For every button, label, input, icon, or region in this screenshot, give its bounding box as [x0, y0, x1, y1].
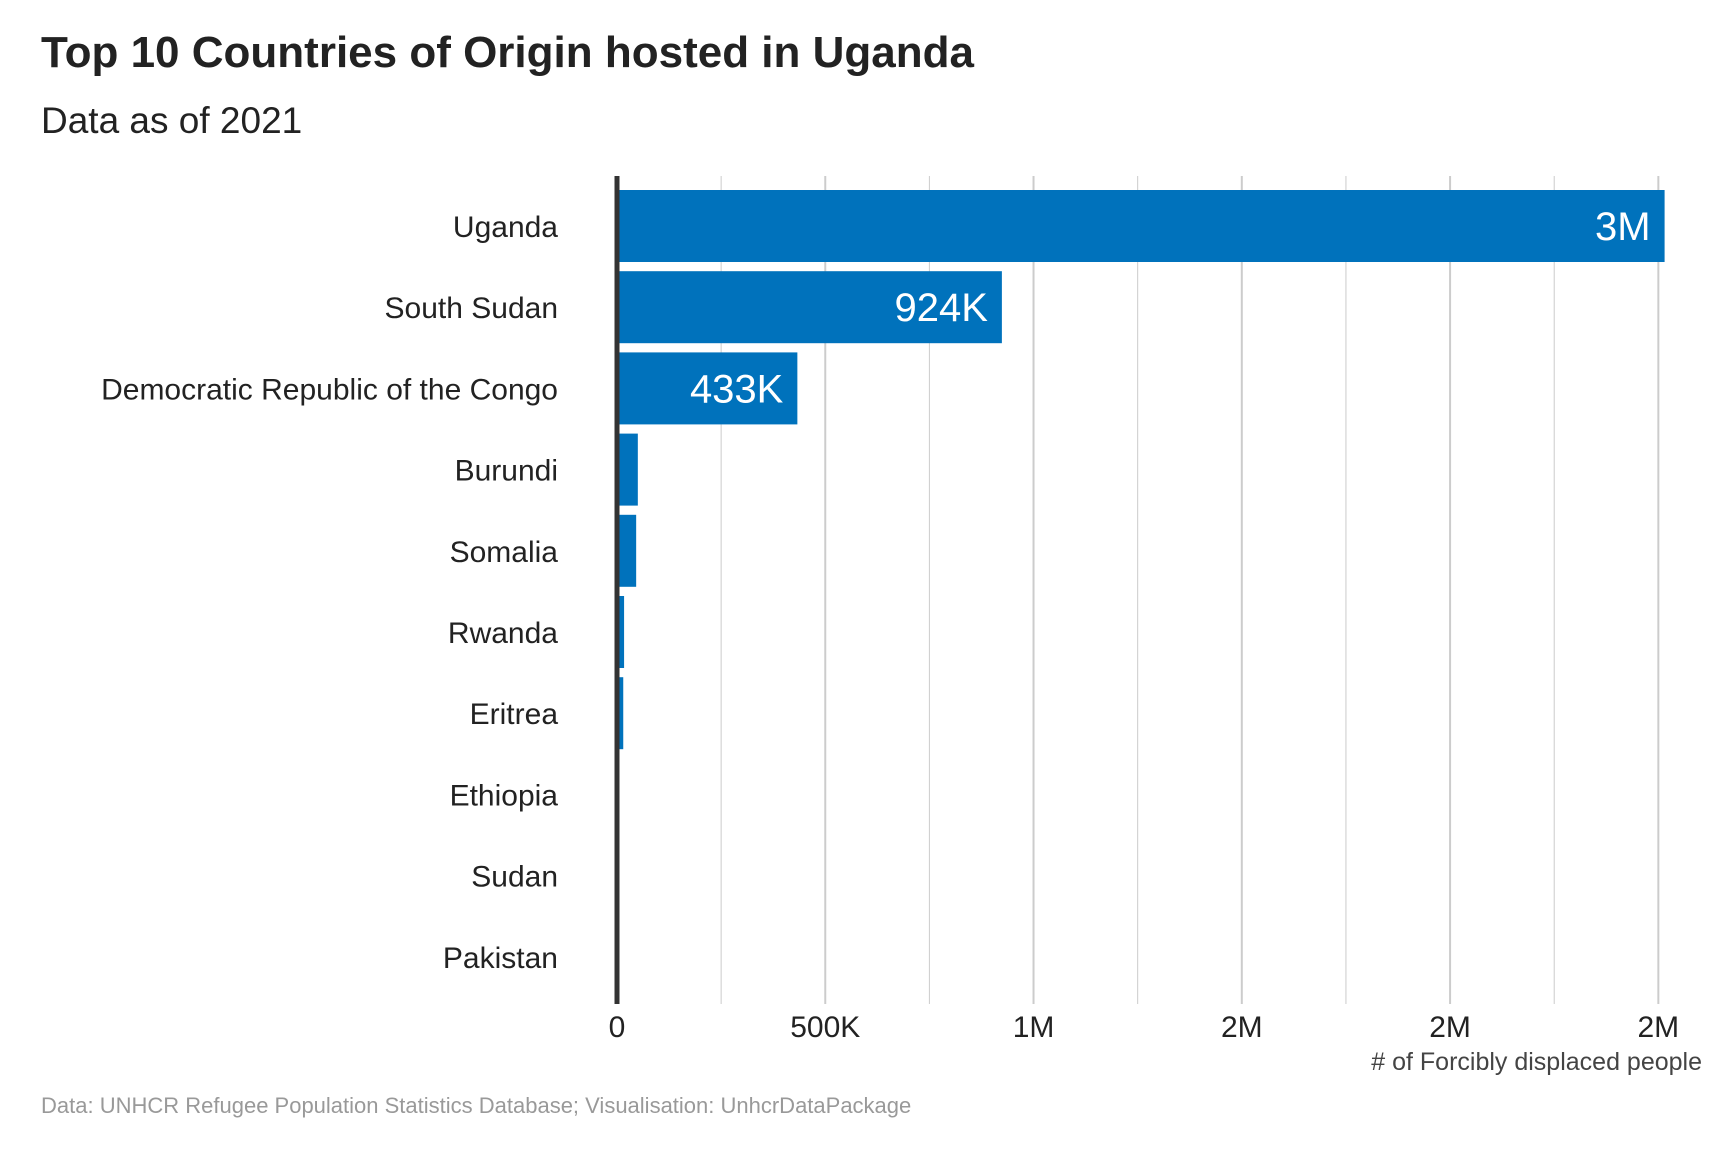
category-label: Uganda — [453, 211, 558, 244]
bar — [617, 352, 798, 425]
bar — [617, 677, 624, 750]
source-caption: Data: UNHCR Refugee Population Statistic… — [41, 1093, 912, 1118]
category-label: Burundi — [455, 455, 558, 488]
bar — [617, 190, 1665, 262]
category-label: Somalia — [450, 536, 559, 569]
bar-value-label: 3M — [1595, 205, 1651, 249]
category-label: Pakistan — [443, 942, 558, 975]
x-tick-label: 1M — [1013, 1011, 1055, 1044]
bar — [617, 514, 637, 587]
bar-value-label: 924K — [894, 286, 988, 330]
x-tick-label: 500K — [790, 1011, 860, 1044]
x-tick-label: 2M — [1221, 1011, 1263, 1044]
category-label: Rwanda — [448, 617, 558, 650]
category-label: Democratic Republic of the Congo — [101, 373, 558, 406]
x-axis-title: # of Forcibly displaced people — [1371, 1048, 1702, 1076]
x-tick-label: 2M — [1638, 1011, 1680, 1044]
bars — [617, 190, 1665, 993]
x-tick-label: 2M — [1429, 1011, 1471, 1044]
chart-title: Top 10 Countries of Origin hosted in Uga… — [41, 28, 974, 77]
category-label: Ethiopia — [450, 779, 559, 812]
bar — [617, 433, 638, 506]
bar — [617, 596, 625, 668]
chart-subtitle: Data as of 2021 — [41, 100, 303, 141]
category-label: Eritrea — [470, 698, 559, 731]
category-labels: Uganda South Sudan Democratic Republic of … — [101, 211, 558, 975]
category-label: South Sudan — [385, 292, 558, 325]
bar — [617, 271, 1002, 344]
value-labels: 3M 924K 433K — [690, 205, 1651, 411]
category-label: Sudan — [471, 861, 558, 894]
x-tick-labels: 0 500K 1M 2M 2M 2M — [609, 1011, 1680, 1044]
bar-value-label: 433K — [690, 367, 784, 411]
x-tick-label: 0 — [609, 1011, 626, 1044]
